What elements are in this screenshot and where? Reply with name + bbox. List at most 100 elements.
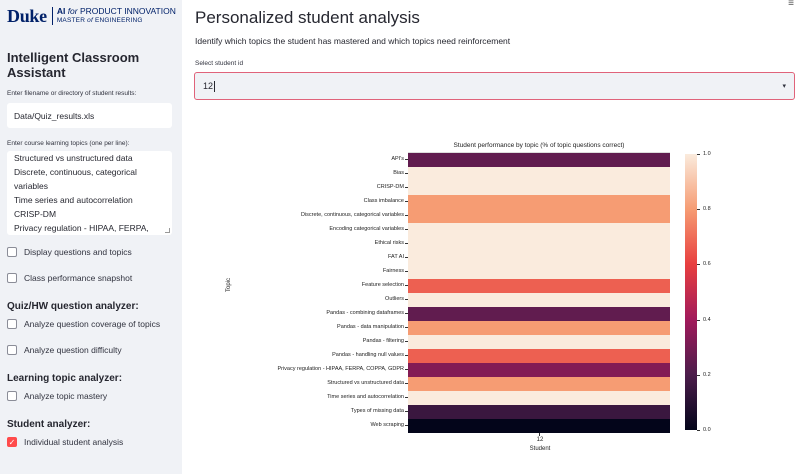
y-tick [405, 173, 408, 174]
logo-brand: Duke [7, 5, 47, 26]
y-tick [405, 299, 408, 300]
logo-divider [51, 7, 53, 25]
colorbar-tick [697, 209, 700, 211]
y-tick [405, 271, 408, 272]
checkbox-topic-mastery[interactable]: Analyze topic mastery [7, 389, 176, 403]
heatmap-cell: Types of missing data [351, 405, 670, 419]
y-tick-label: CRISP-DM [376, 184, 404, 190]
y-tick [405, 159, 408, 160]
checkbox-label: Analyze question coverage of topics [24, 319, 161, 329]
y-tick-label: Privacy regulation - HIPAA, FERPA, COPPA… [277, 366, 404, 372]
chevron-down-icon[interactable]: ▾ [782, 83, 786, 90]
y-tick [405, 243, 408, 244]
checkbox-label: Analyze topic mastery [24, 391, 108, 401]
y-tick-label: API's [391, 156, 404, 162]
y-tick [405, 425, 408, 426]
colorbar-tick [697, 430, 700, 431]
checkbox-difficulty[interactable]: Analyze question difficulty [7, 343, 176, 357]
y-tick-label: Outliers [385, 296, 404, 302]
x-tick-label: 12 [536, 437, 544, 443]
y-tick-label: Bias [393, 170, 404, 176]
page-title: Personalized student analysis [195, 8, 420, 27]
colorbar-tick [697, 154, 700, 155]
checkbox-label: Class performance snapshot [24, 273, 133, 283]
topics-line: Structured vs unstructured data [14, 153, 133, 163]
sidebar: Duke AI for PRODUCT INNOVATION MASTER of… [0, 0, 182, 474]
heatmap-cell: Structured vs unstructured data [327, 377, 670, 391]
y-tick [405, 201, 408, 202]
colorbar-tick-label: 0.4 [703, 316, 711, 323]
heatmap-cell: Fairness [383, 265, 670, 279]
file-label: Enter filename or directory of student r… [7, 90, 137, 97]
checkbox-individual-student[interactable]: ✓ Individual student analysis [7, 435, 176, 449]
checkbox-icon[interactable] [7, 273, 17, 283]
y-tick-label: Feature selection [361, 282, 404, 288]
topics-label: Enter course learning topics (one per li… [7, 140, 130, 147]
heatmap-cell: Time series and autocorrelation [327, 391, 670, 405]
colorbar [685, 154, 697, 430]
checkbox-coverage[interactable]: Analyze question coverage of topics [7, 317, 176, 331]
checkbox-label: Analyze question difficulty [24, 345, 122, 355]
y-tick [405, 411, 408, 412]
topics-line: variables [14, 181, 49, 191]
hamburger-menu-icon[interactable]: ≡ [788, 0, 794, 9]
checkbox-icon[interactable] [7, 391, 17, 401]
colorbar-tick [697, 264, 700, 266]
logo-text: AI for PRODUCT INNOVATION MASTER of ENGI… [57, 7, 176, 25]
y-tick [405, 313, 408, 314]
y-tick [405, 383, 408, 384]
heatmap-cell: Pandas - combining dataframes [326, 307, 670, 321]
checkbox-icon[interactable] [7, 319, 17, 329]
student-select-value: 12 [203, 81, 214, 91]
colorbar-tick-label: 0.2 [703, 371, 711, 378]
checkbox-class-snapshot[interactable]: Class performance snapshot [7, 271, 176, 285]
colorbar-tick-label: 1.0 [703, 151, 711, 157]
heatmap-cell: Outliers [385, 293, 670, 307]
file-input[interactable]: Data/Quiz_results.xls [7, 103, 172, 128]
y-tick [405, 187, 408, 188]
topics-textarea[interactable]: Structured vs unstructured data Discrete,… [7, 151, 172, 235]
checkbox-icon[interactable] [7, 345, 17, 355]
logo-line2: MASTER of ENGINEERING [56, 17, 143, 24]
y-tick [405, 229, 408, 230]
heatmap-cell: API's [391, 153, 670, 167]
y-tick-label: Class imbalance [363, 198, 404, 204]
checkbox-icon[interactable] [7, 247, 17, 257]
topics-line: Time series and autocorrelation [14, 195, 133, 205]
heatmap-cell: Ethical risks [375, 237, 670, 251]
checkbox-display-questions[interactable]: Display questions and topics [7, 245, 176, 259]
duke-logo: Duke AI for PRODUCT INNOVATION MASTER of… [7, 4, 176, 28]
colorbar-tick [697, 374, 700, 376]
student-select-label: Select student id [195, 60, 244, 67]
heatmap-cell: Class imbalance [364, 195, 670, 209]
heatmap-cell: Privacy regulation - HIPAA, FERPA, COPPA… [277, 363, 670, 377]
colorbar-tick-label: 0.8 [703, 206, 711, 213]
heatmap-cell: Pandas - data manipulation [337, 321, 670, 335]
section-student-analyzer: Student analyzer: [7, 419, 91, 430]
heatmap: API's Bias CRISP-DM Class imbalance Discrete… [277, 152, 670, 433]
chart-title: Student performance by topic (% of topic… [453, 142, 625, 149]
section-quiz-analyzer: Quiz/HW question analyzer: [7, 301, 139, 312]
y-tick [405, 369, 408, 370]
topics-line: CRISP-DM [14, 209, 57, 219]
y-tick [405, 341, 408, 342]
y-tick-label: Discrete, continuous, categorical variab… [300, 212, 404, 218]
checkmark-icon[interactable]: ✓ [7, 437, 17, 447]
y-tick [405, 327, 408, 328]
logo-line1: AI for PRODUCT INNOVATION [56, 6, 176, 16]
section-topic-analyzer: Learning topic analyzer: [7, 373, 123, 384]
sidebar-title: Intelligent Classroom Assistant [7, 50, 140, 80]
x-axis-label: Student [529, 446, 551, 452]
y-tick [405, 257, 408, 258]
colorbar-tick [697, 319, 700, 321]
colorbar-tick-label: 0.0 [703, 427, 711, 433]
y-tick [405, 285, 408, 286]
resize-handle-icon[interactable] [165, 228, 170, 233]
y-axis-label: Topic [226, 277, 232, 292]
heatmap-cell: Pandas - handling null values [332, 349, 670, 363]
colorbar-tick-label: 0.6 [703, 261, 711, 268]
checkbox-label: Individual student analysis [24, 437, 124, 447]
student-select[interactable]: 12 ▾ [194, 72, 795, 100]
checkbox-label: Display questions and topics [24, 247, 132, 257]
